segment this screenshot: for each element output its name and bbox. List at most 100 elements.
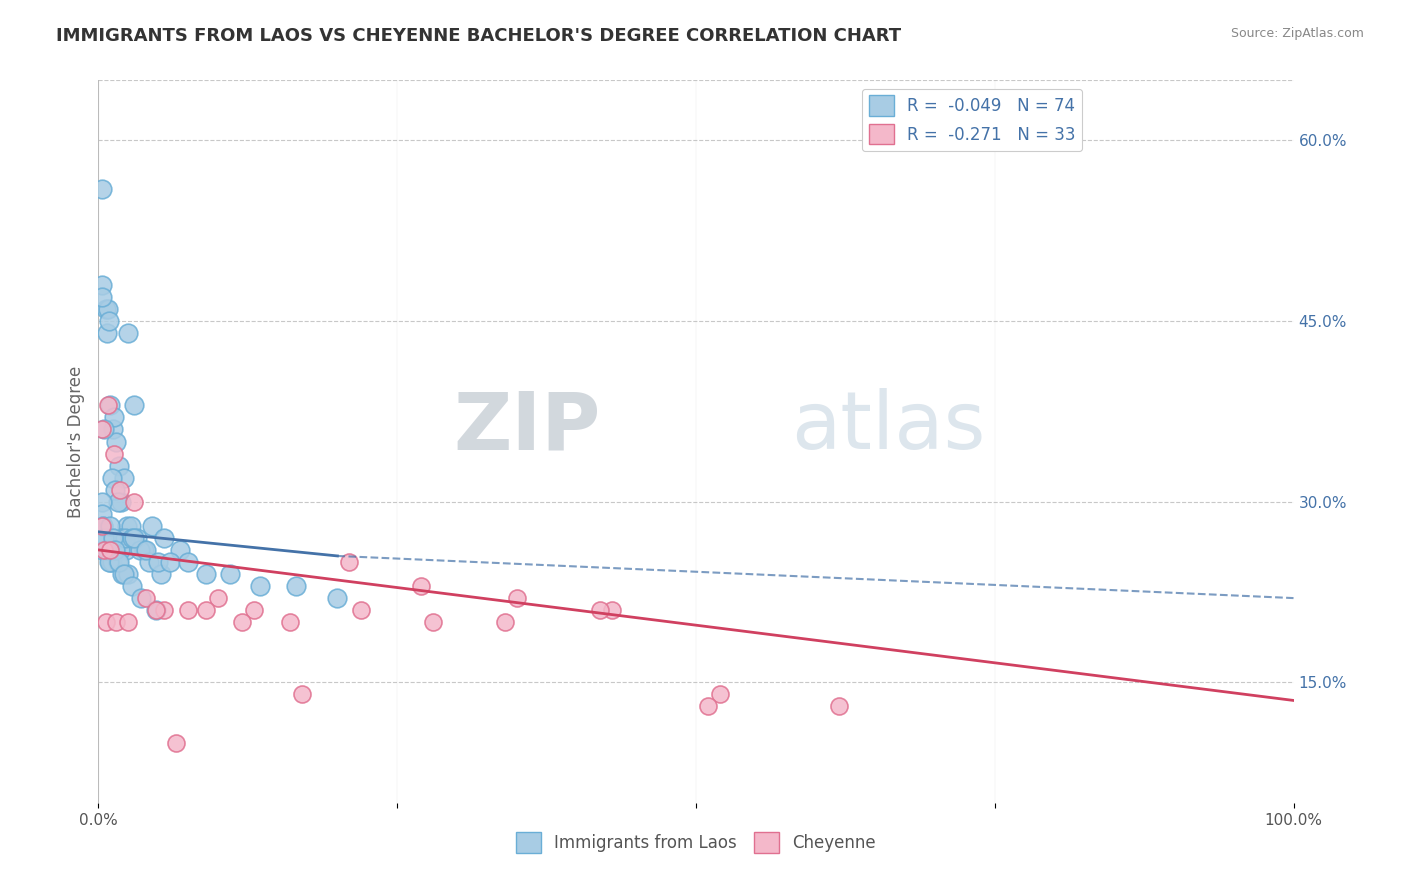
Point (101, 423, 124, 437)
Point (115, 542, 138, 557)
Point (138, 555, 160, 569)
Point (98, 555, 121, 569)
Point (100, 470, 122, 484)
Point (124, 494, 146, 508)
Point (108, 483, 131, 497)
Point (96, 542, 118, 557)
Point (111, 531, 134, 545)
Point (91, 277, 114, 292)
Point (91, 518, 114, 533)
Point (326, 591, 349, 606)
Point (104, 483, 127, 497)
Point (91, 518, 114, 533)
Y-axis label: Bachelor's Degree: Bachelor's Degree (66, 366, 84, 517)
Point (103, 410, 125, 425)
Point (291, 687, 314, 701)
Point (828, 699, 851, 714)
Point (589, 603, 612, 617)
Point (709, 687, 731, 701)
Point (135, 542, 157, 557)
Point (339, 555, 361, 569)
Point (149, 567, 172, 582)
Point (100, 555, 122, 569)
Point (153, 603, 176, 617)
Point (107, 494, 129, 508)
Point (111, 567, 134, 582)
Point (121, 531, 143, 545)
Point (91, 494, 114, 508)
Point (97, 301, 120, 316)
Point (124, 398, 146, 412)
Point (132, 542, 155, 557)
Point (117, 567, 139, 582)
Point (131, 591, 153, 606)
Point (107, 555, 129, 569)
Point (104, 542, 127, 557)
Point (195, 567, 218, 582)
Point (91, 423, 114, 437)
Point (118, 531, 141, 545)
Point (159, 555, 181, 569)
Point (114, 531, 136, 545)
Point (105, 615, 128, 630)
Point (135, 591, 157, 606)
Point (243, 603, 266, 617)
Point (350, 603, 373, 617)
Point (112, 470, 135, 484)
Text: ZIP: ZIP (453, 388, 600, 467)
Point (602, 603, 624, 617)
Point (98, 314, 121, 328)
Point (120, 518, 142, 533)
Point (110, 494, 132, 508)
Point (98, 555, 122, 569)
Text: IMMIGRANTS FROM LAOS VS CHEYENNE BACHELOR'S DEGREE CORRELATION CHART: IMMIGRANTS FROM LAOS VS CHEYENNE BACHELO… (56, 27, 901, 45)
Point (284, 579, 307, 593)
Point (93, 531, 115, 545)
Point (91, 518, 114, 533)
Point (103, 446, 125, 460)
Point (94, 615, 117, 630)
Point (97, 398, 120, 412)
Point (121, 579, 143, 593)
Point (93, 423, 115, 437)
Point (105, 434, 128, 449)
Point (91, 542, 114, 557)
Point (117, 326, 139, 340)
Point (506, 591, 529, 606)
Point (97, 542, 120, 557)
Point (96, 542, 118, 557)
Point (115, 518, 138, 533)
Point (98, 542, 122, 557)
Point (278, 615, 301, 630)
Point (98, 398, 122, 412)
Text: atlas: atlas (792, 388, 986, 467)
Point (153, 531, 176, 545)
Point (108, 542, 131, 557)
Point (91, 518, 114, 533)
Point (195, 603, 218, 617)
Point (145, 603, 167, 617)
Point (93, 542, 115, 557)
Point (96, 326, 118, 340)
Point (422, 615, 444, 630)
Point (697, 699, 720, 714)
Point (108, 531, 131, 545)
Point (91, 507, 114, 521)
Point (105, 542, 128, 557)
Point (141, 518, 163, 533)
Point (129, 542, 152, 557)
Point (107, 555, 129, 569)
Point (249, 579, 271, 593)
Point (125, 531, 148, 545)
Point (145, 603, 167, 617)
Point (177, 555, 200, 569)
Point (165, 735, 187, 749)
Point (411, 579, 433, 593)
Point (98, 518, 122, 533)
Point (231, 615, 253, 630)
Point (148, 555, 170, 569)
Point (494, 615, 516, 630)
Point (117, 615, 139, 630)
Point (101, 531, 124, 545)
Point (107, 458, 129, 473)
